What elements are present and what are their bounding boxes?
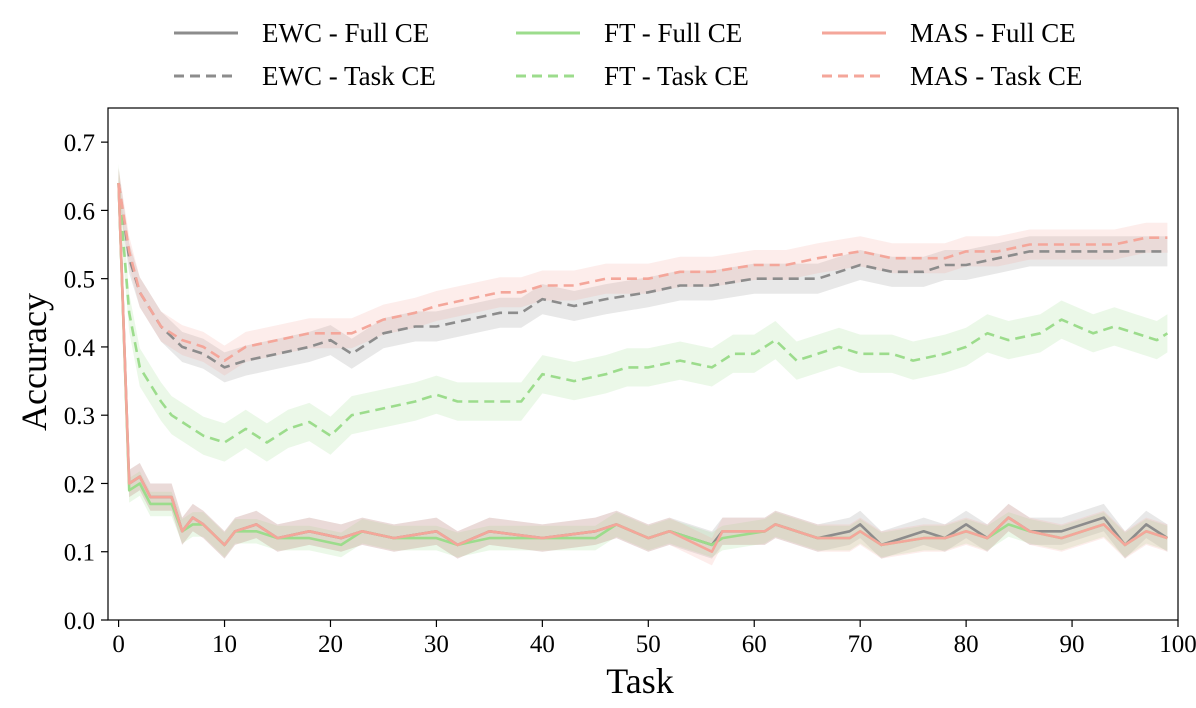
legend-label-ewc-task-ce: EWC - Task CE — [262, 61, 436, 91]
x-tick-label: 40 — [530, 631, 555, 658]
y-axis-label: Accuracy — [14, 293, 54, 431]
y-tick-label: 0.1 — [64, 540, 95, 567]
y-tick-label: 0.0 — [64, 608, 95, 635]
mas-task-ce-line — [117, 182, 1168, 362]
y-tick-label: 0.3 — [64, 403, 95, 430]
confidence-bands — [118, 164, 1168, 566]
x-axis-label: Task — [606, 661, 673, 701]
y-tick-label: 0.5 — [64, 267, 95, 294]
chart-legend: EWC - Full CE EWC - Task CE FT - Full CE FT… — [174, 18, 1082, 91]
y-tick-label: 0.7 — [64, 130, 95, 157]
x-tick-label: 0 — [112, 631, 125, 658]
y-tick-label: 0.2 — [64, 471, 95, 498]
ewc-full-ce-band — [118, 169, 1168, 559]
y-tick-label: 0.4 — [64, 335, 96, 362]
ewc-task-ce-band — [118, 168, 1168, 383]
x-tick-label: 60 — [742, 631, 767, 658]
legend-label-ewc-full-ce: EWC - Full CE — [262, 18, 429, 48]
mas-full-ce-band — [118, 169, 1168, 566]
ft-task-ce-line — [117, 182, 1169, 444]
legend-label-ft-full-ce: FT - Full CE — [604, 18, 742, 48]
x-tick-label: 90 — [1060, 631, 1085, 658]
mas-task-ce-band — [118, 168, 1168, 376]
series-lines — [117, 182, 1169, 554]
ewc-task-ce-line — [117, 182, 1168, 369]
ft-task-ce-band — [118, 164, 1168, 462]
y-tick-label: 0.6 — [64, 198, 95, 225]
plot-frame — [107, 107, 1179, 621]
x-tick-label: 50 — [636, 631, 661, 658]
x-tick-label: 20 — [318, 631, 343, 658]
x-axis-ticks: 0 10 20 30 40 50 60 70 80 90 100 — [112, 620, 1196, 658]
y-axis-ticks: 0.0 0.1 0.2 0.3 0.4 0.5 0.6 0.7 — [64, 130, 108, 635]
x-tick-label: 80 — [954, 631, 979, 658]
x-tick-label: 100 — [1159, 631, 1196, 658]
legend-label-mas-full-ce: MAS - Full CE — [910, 18, 1076, 48]
legend-label-ft-task-ce: FT - Task CE — [604, 61, 749, 91]
x-tick-label: 70 — [848, 631, 873, 658]
legend-label-mas-task-ce: MAS - Task CE — [910, 61, 1082, 91]
x-tick-label: 30 — [424, 631, 449, 658]
x-tick-label: 10 — [212, 631, 237, 658]
mas-full-ce-line — [117, 183, 1168, 554]
